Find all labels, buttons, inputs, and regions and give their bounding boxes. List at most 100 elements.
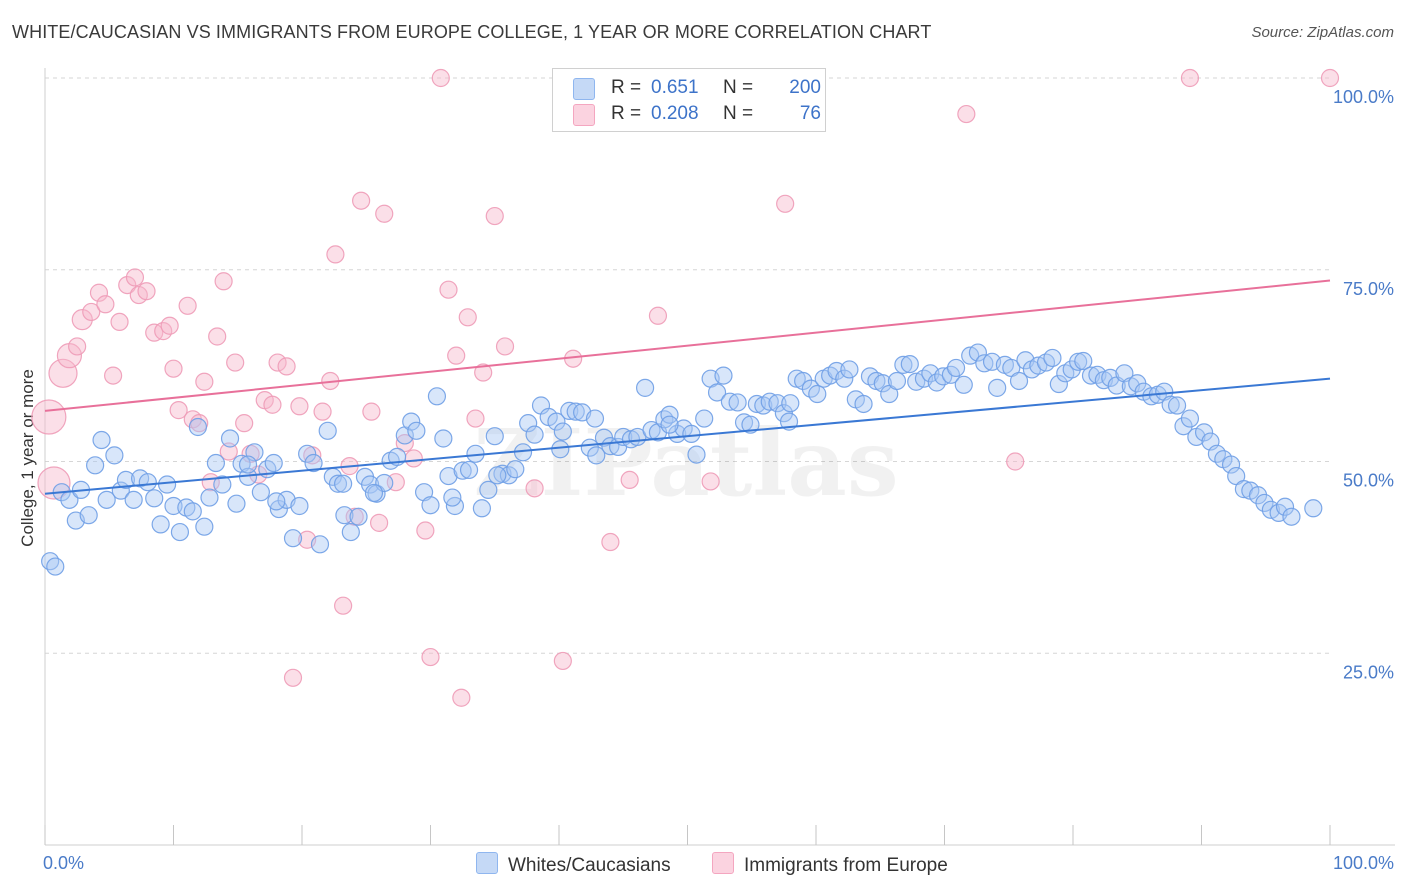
legend-item-whites: Whites/Caucasians: [476, 852, 671, 877]
data-point: [1282, 507, 1301, 526]
data-point: [660, 415, 679, 434]
data-point: [1009, 371, 1029, 391]
legend-swatch-blue: [573, 78, 595, 100]
data-point: [587, 446, 606, 465]
data-point: [334, 474, 353, 493]
data-point: [361, 475, 380, 494]
data-point: [145, 489, 164, 508]
data-point: [1161, 395, 1180, 414]
data-point: [352, 191, 371, 210]
legend-swatch-pink: [573, 104, 595, 126]
data-point: [741, 415, 760, 434]
data-point: [48, 358, 78, 388]
data-point: [439, 280, 458, 299]
data-point: [200, 488, 219, 507]
data-point: [553, 651, 572, 671]
legend-r-value: 0.651: [651, 77, 699, 98]
data-point: [283, 529, 303, 548]
data-point: [808, 384, 827, 404]
data-point: [283, 668, 303, 687]
data-point: [188, 417, 208, 437]
data-point: [714, 366, 733, 385]
data-point: [104, 366, 123, 385]
data-point: [854, 394, 873, 414]
data-point: [840, 360, 859, 379]
data-point: [105, 446, 124, 465]
data-point: [695, 409, 714, 428]
data-point: [776, 194, 795, 213]
data-point: [768, 394, 787, 413]
data-point: [334, 596, 353, 615]
data-point: [220, 429, 240, 448]
data-point: [404, 449, 423, 468]
data-point: [416, 521, 435, 540]
data-point: [68, 337, 87, 356]
trend-lines: [44, 279, 1331, 495]
data-point: [138, 473, 157, 492]
data-point: [957, 104, 976, 124]
data-point: [341, 522, 360, 542]
data-point: [585, 409, 605, 428]
data-point: [835, 369, 854, 388]
data-point: [89, 283, 109, 302]
data-point: [178, 296, 197, 315]
data-point: [525, 425, 544, 444]
data-point: [894, 355, 913, 374]
data-point: [227, 494, 246, 513]
data-point: [781, 394, 800, 413]
data-point: [660, 405, 679, 424]
data-point: [946, 358, 966, 378]
data-point: [195, 517, 214, 536]
data-point: [506, 460, 525, 479]
data-point: [96, 295, 115, 314]
data-point: [86, 456, 105, 475]
y-tick-label: 100.0%: [1333, 87, 1394, 107]
data-point: [421, 496, 440, 515]
data-point: [235, 414, 254, 433]
data-point: [116, 470, 136, 490]
data-point: [208, 327, 227, 346]
legend-r-label: R =: [611, 77, 642, 98]
data-point: [298, 444, 317, 463]
data-point: [264, 453, 283, 473]
data-point: [164, 359, 183, 378]
series-immigrants-from-europe: [31, 68, 1340, 707]
data-point: [92, 430, 111, 450]
trend-line-immigrants: [44, 279, 1331, 412]
data-point: [370, 513, 389, 532]
legend-n-value: 200: [789, 77, 821, 98]
legend-label-whites: Whites/Caucasians: [508, 855, 671, 876]
data-point: [682, 424, 701, 443]
data-point: [219, 442, 238, 461]
data-point: [968, 343, 988, 362]
data-point: [873, 374, 892, 393]
data-point: [183, 502, 202, 521]
trend-line-whites: [44, 377, 1331, 495]
data-point: [263, 395, 282, 414]
data-point: [466, 409, 485, 428]
data-point: [335, 506, 354, 525]
tick-labels: 25.0% 50.0% 75.0% 100.0% 0.0% 100.0%: [43, 87, 1394, 873]
data-point: [887, 371, 907, 391]
data-point: [124, 490, 143, 509]
data-point: [37, 466, 71, 500]
data-point: [720, 392, 740, 411]
data-point: [79, 506, 98, 525]
data-point: [620, 470, 639, 490]
data-point: [601, 532, 620, 552]
data-point: [434, 429, 453, 448]
data-point: [206, 453, 226, 473]
data-point: [485, 206, 504, 226]
data-point: [277, 357, 296, 376]
data-point: [1036, 353, 1056, 372]
legend-swatch-pink: [712, 852, 734, 874]
data-point: [364, 483, 384, 503]
correlation-legend: R = 0.651 N = 200 R = 0.208 N = 76: [552, 68, 826, 132]
data-point: [519, 414, 538, 433]
data-point: [110, 312, 129, 332]
data-point: [954, 375, 973, 394]
legend-n-value: 76: [799, 103, 821, 124]
legend-swatch-blue: [476, 852, 498, 874]
data-point: [169, 401, 188, 420]
data-point: [1194, 423, 1214, 442]
